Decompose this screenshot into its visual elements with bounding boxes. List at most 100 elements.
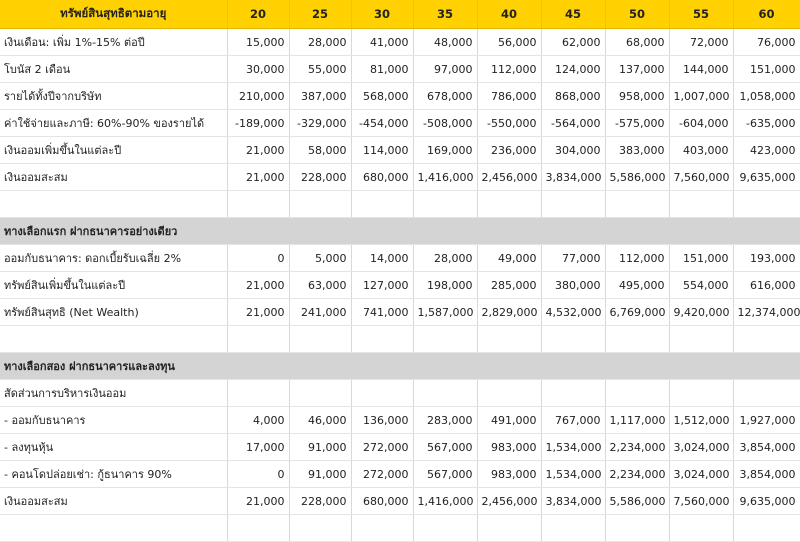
section-empty-cell[interactable] <box>477 217 542 245</box>
value-cell[interactable]: 567,000 <box>413 433 478 461</box>
value-cell[interactable]: 423,000 <box>733 136 800 164</box>
value-cell[interactable]: 81,000 <box>351 55 414 83</box>
row-label-cell[interactable]: ออมกับธนาคาร: ดอกเบี้ยรับเฉลี่ย 2% <box>0 244 228 272</box>
value-cell[interactable]: 28,000 <box>289 28 352 56</box>
section-empty-cell[interactable] <box>541 352 606 380</box>
value-cell[interactable]: 91,000 <box>289 460 352 488</box>
value-cell[interactable]: 124,000 <box>541 55 606 83</box>
header-label-cell[interactable]: ทรัพย์สินสุทธิตามอายุ <box>0 0 228 29</box>
section-empty-cell[interactable] <box>733 352 800 380</box>
empty-cell[interactable] <box>733 190 800 218</box>
age-header-cell[interactable]: 40 <box>477 0 542 29</box>
value-cell[interactable]: 198,000 <box>413 271 478 299</box>
value-cell[interactable]: 48,000 <box>413 28 478 56</box>
empty-cell[interactable] <box>227 379 290 407</box>
value-cell[interactable]: 3,024,000 <box>669 460 734 488</box>
section-empty-cell[interactable] <box>227 217 290 245</box>
empty-cell[interactable] <box>541 190 606 218</box>
value-cell[interactable]: 136,000 <box>351 406 414 434</box>
value-cell[interactable]: -189,000 <box>227 109 290 137</box>
age-header-cell[interactable]: 20 <box>227 0 290 29</box>
row-label-cell[interactable]: เงินออมสะสม <box>0 487 228 515</box>
value-cell[interactable]: 137,000 <box>605 55 670 83</box>
value-cell[interactable]: 76,000 <box>733 28 800 56</box>
value-cell[interactable]: 41,000 <box>351 28 414 56</box>
value-cell[interactable]: 403,000 <box>669 136 734 164</box>
row-label-cell[interactable]: เงินออมสะสม <box>0 163 228 191</box>
empty-cell[interactable] <box>733 514 800 542</box>
empty-cell[interactable] <box>351 325 414 353</box>
value-cell[interactable]: 97,000 <box>413 55 478 83</box>
empty-cell[interactable] <box>541 325 606 353</box>
empty-cell[interactable] <box>541 379 606 407</box>
value-cell[interactable]: 3,854,000 <box>733 433 800 461</box>
section-title-cell[interactable]: ทางเลือกแรก ฝากธนาคารอย่างเดียว <box>0 217 228 245</box>
value-cell[interactable]: 495,000 <box>605 271 670 299</box>
empty-cell[interactable] <box>477 325 542 353</box>
value-cell[interactable]: 241,000 <box>289 298 352 326</box>
section-empty-cell[interactable] <box>413 217 478 245</box>
value-cell[interactable]: 236,000 <box>477 136 542 164</box>
value-cell[interactable]: 72,000 <box>669 28 734 56</box>
value-cell[interactable]: 283,000 <box>413 406 478 434</box>
empty-cell[interactable] <box>477 190 542 218</box>
value-cell[interactable]: 91,000 <box>289 433 352 461</box>
value-cell[interactable]: 63,000 <box>289 271 352 299</box>
empty-cell[interactable] <box>351 190 414 218</box>
value-cell[interactable]: 5,000 <box>289 244 352 272</box>
value-cell[interactable]: 3,854,000 <box>733 460 800 488</box>
value-cell[interactable]: 56,000 <box>477 28 542 56</box>
empty-cell[interactable] <box>477 379 542 407</box>
value-cell[interactable]: 387,000 <box>289 82 352 110</box>
value-cell[interactable]: 112,000 <box>477 55 542 83</box>
row-label-cell[interactable]: - คอนโดปล่อยเช่า: กู้ธนาคาร 90% <box>0 460 228 488</box>
value-cell[interactable]: 228,000 <box>289 163 352 191</box>
empty-cell[interactable] <box>541 514 606 542</box>
value-cell[interactable]: 1,117,000 <box>605 406 670 434</box>
value-cell[interactable]: -454,000 <box>351 109 414 137</box>
age-header-cell[interactable]: 25 <box>289 0 352 29</box>
value-cell[interactable]: 1,007,000 <box>669 82 734 110</box>
empty-cell[interactable] <box>289 379 352 407</box>
value-cell[interactable]: 1,512,000 <box>669 406 734 434</box>
empty-cell[interactable] <box>669 190 734 218</box>
row-label-cell[interactable]: ทรัพย์สินสุทธิ (Net Wealth) <box>0 298 228 326</box>
value-cell[interactable]: 17,000 <box>227 433 290 461</box>
empty-cell[interactable] <box>733 325 800 353</box>
section-empty-cell[interactable] <box>351 352 414 380</box>
value-cell[interactable]: -575,000 <box>605 109 670 137</box>
row-label-cell[interactable]: โบนัส 2 เดือน <box>0 55 228 83</box>
value-cell[interactable]: 2,234,000 <box>605 460 670 488</box>
value-cell[interactable]: 491,000 <box>477 406 542 434</box>
value-cell[interactable]: 983,000 <box>477 433 542 461</box>
value-cell[interactable]: 0 <box>227 460 290 488</box>
section-empty-cell[interactable] <box>351 217 414 245</box>
section-empty-cell[interactable] <box>605 352 670 380</box>
row-label-cell[interactable]: เงินออมเพิ่มขึ้นในแต่ละปี <box>0 136 228 164</box>
row-label-cell[interactable]: สัดส่วนการบริหารเงินออม <box>0 379 228 407</box>
empty-cell[interactable] <box>413 379 478 407</box>
value-cell[interactable]: 9,635,000 <box>733 487 800 515</box>
value-cell[interactable]: 21,000 <box>227 136 290 164</box>
age-header-cell[interactable]: 30 <box>351 0 414 29</box>
value-cell[interactable]: 7,560,000 <box>669 163 734 191</box>
value-cell[interactable]: 169,000 <box>413 136 478 164</box>
section-empty-cell[interactable] <box>733 217 800 245</box>
value-cell[interactable]: 1,534,000 <box>541 433 606 461</box>
value-cell[interactable]: 616,000 <box>733 271 800 299</box>
empty-cell[interactable] <box>733 379 800 407</box>
age-header-cell[interactable]: 60 <box>733 0 800 29</box>
value-cell[interactable]: 28,000 <box>413 244 478 272</box>
value-cell[interactable]: 2,234,000 <box>605 433 670 461</box>
value-cell[interactable]: 1,416,000 <box>413 163 478 191</box>
value-cell[interactable]: 77,000 <box>541 244 606 272</box>
value-cell[interactable]: 5,586,000 <box>605 487 670 515</box>
value-cell[interactable]: 7,560,000 <box>669 487 734 515</box>
empty-cell[interactable] <box>605 514 670 542</box>
value-cell[interactable]: 786,000 <box>477 82 542 110</box>
row-label-cell[interactable]: - ออมกับธนาคาร <box>0 406 228 434</box>
empty-cell[interactable] <box>0 514 228 542</box>
empty-cell[interactable] <box>669 379 734 407</box>
value-cell[interactable]: 272,000 <box>351 460 414 488</box>
row-label-cell[interactable]: - ลงทุนหุ้น <box>0 433 228 461</box>
